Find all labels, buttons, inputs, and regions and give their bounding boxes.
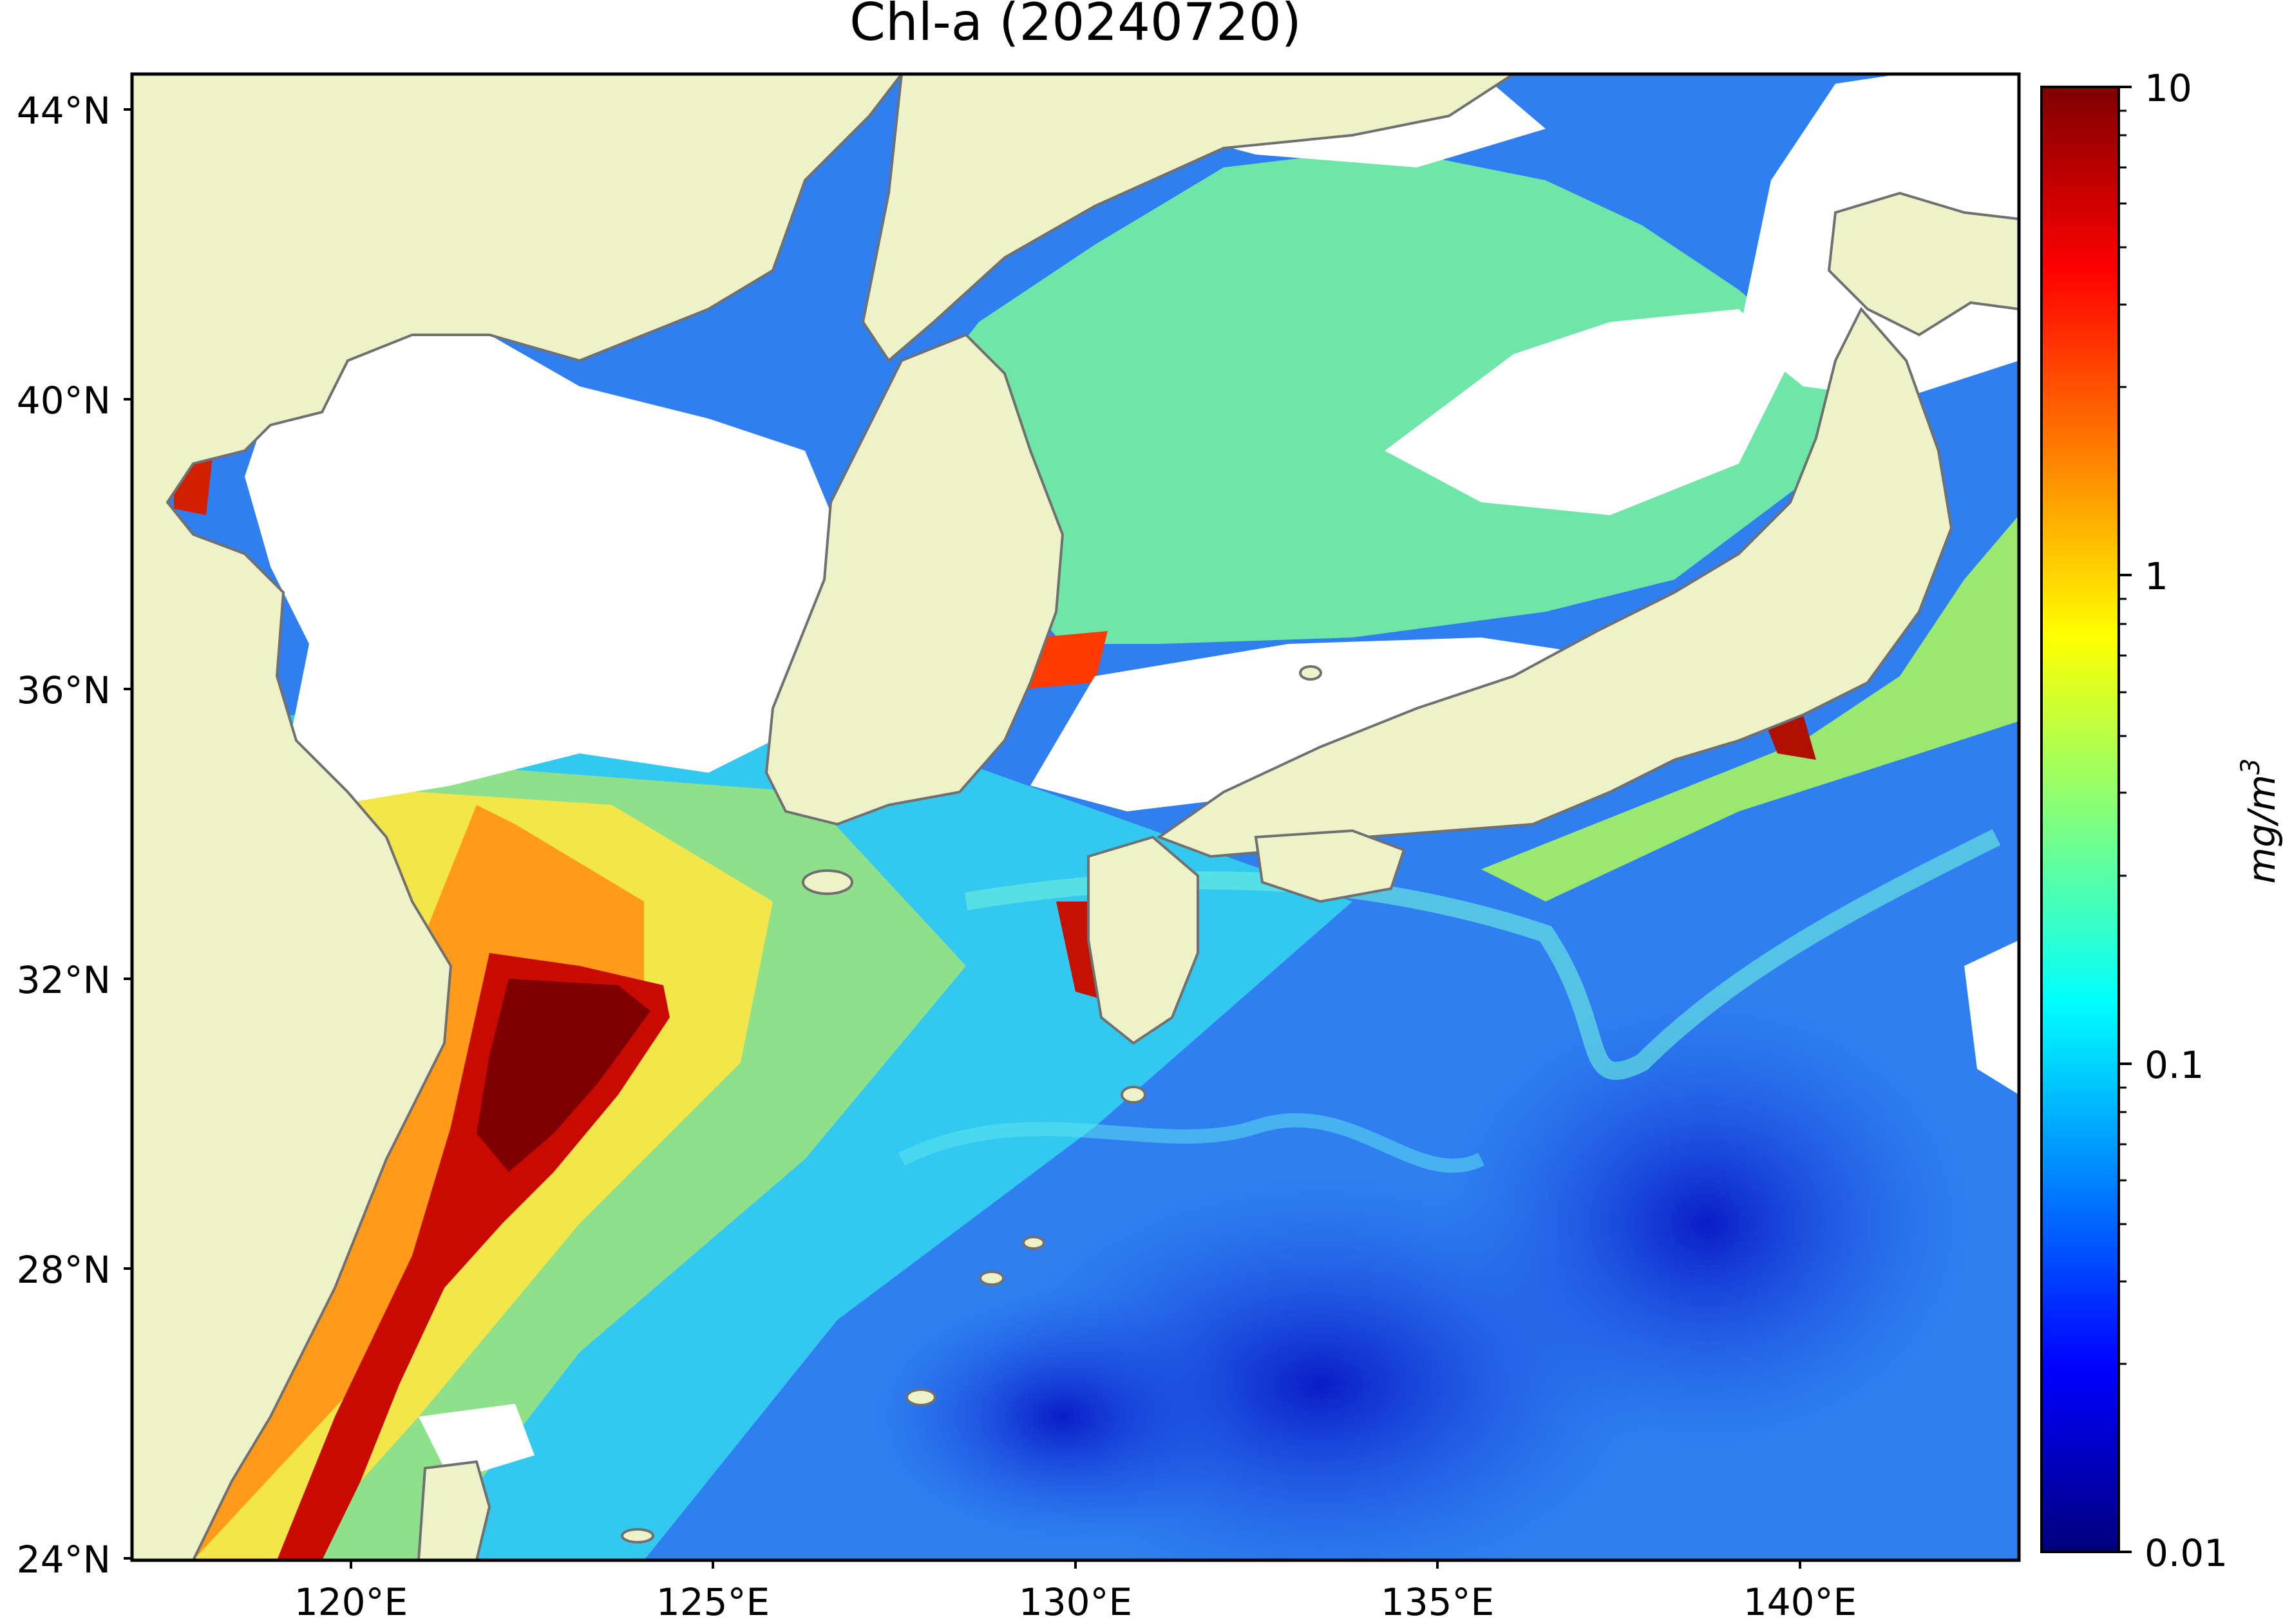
jeju-island (802, 869, 853, 895)
colorbar-tick-label: 0.01 (2145, 1531, 2228, 1575)
lon-tick-label: 125°E (656, 1580, 770, 1624)
colorbar: 10 1 0.1 0.01 mg/m3 (2040, 66, 2283, 1575)
taiwan (417, 1460, 491, 1560)
ryukyu-island (1022, 1236, 1045, 1250)
lon-tick-label: 120°E (294, 1580, 408, 1624)
kyushu (1087, 835, 1199, 1045)
colorbar-unit-superscript: 3 (2236, 759, 2266, 775)
lon-tick-label: 135°E (1381, 1580, 1494, 1624)
kuroshio-filament (898, 1113, 1484, 1173)
hokkaido (1827, 191, 2019, 337)
sea-of-japan (889, 148, 1835, 644)
colorbar-minor-ticks (2119, 109, 2127, 1365)
lat-tick-label: 24°N (17, 1538, 111, 1582)
lat-tick-label: 32°N (17, 958, 111, 1002)
map-panel (132, 74, 2019, 1560)
latitude-axis: 44°N 40°N 36°N 32°N 28°N 24°N (17, 89, 132, 1582)
kuroshio-filament (964, 829, 2001, 1080)
korean-peninsula (764, 333, 1065, 826)
lon-tick-label: 130°E (1019, 1580, 1132, 1624)
lat-tick-label: 44°N (17, 89, 111, 133)
deep-blue-eddy (1436, 992, 1977, 1455)
japan-pacific-coastal-band (1481, 515, 2019, 902)
deep-blue-eddy (869, 1288, 1256, 1545)
ryukyu-island (905, 1388, 936, 1406)
asian-mainland (132, 74, 904, 1560)
colorbar-tick-label: 1 (2145, 554, 2168, 598)
shikoku (1254, 829, 1406, 903)
lon-tick-label: 140°E (1743, 1580, 1857, 1624)
ryukyu-island (621, 1528, 654, 1544)
lat-tick-label: 28°N (17, 1248, 111, 1292)
colorbar-unit-base: mg/m (2240, 775, 2283, 883)
yangtze-core-darkred (477, 979, 650, 1172)
longitude-axis: 120°E 125°E 130°E 135°E 140°E (294, 1560, 1857, 1624)
oki-island (1299, 665, 1322, 681)
colorbar-tick-label: 0.1 (2145, 1043, 2204, 1087)
ryukyu-island (1121, 1086, 1146, 1104)
lat-tick-label: 40°N (17, 379, 111, 422)
colorbar-unit-label: mg/m3 (2236, 759, 2283, 884)
northeast-asia-coast (861, 74, 1516, 363)
colorbar-tick-label: 10 (2145, 66, 2192, 110)
lat-tick-label: 36°N (17, 668, 111, 712)
colorbar-gradient (2040, 86, 2120, 1553)
ryukyu-island (979, 1270, 1005, 1286)
map-title: Chl-a (20240720) (849, 0, 1302, 52)
land (132, 74, 2019, 1560)
